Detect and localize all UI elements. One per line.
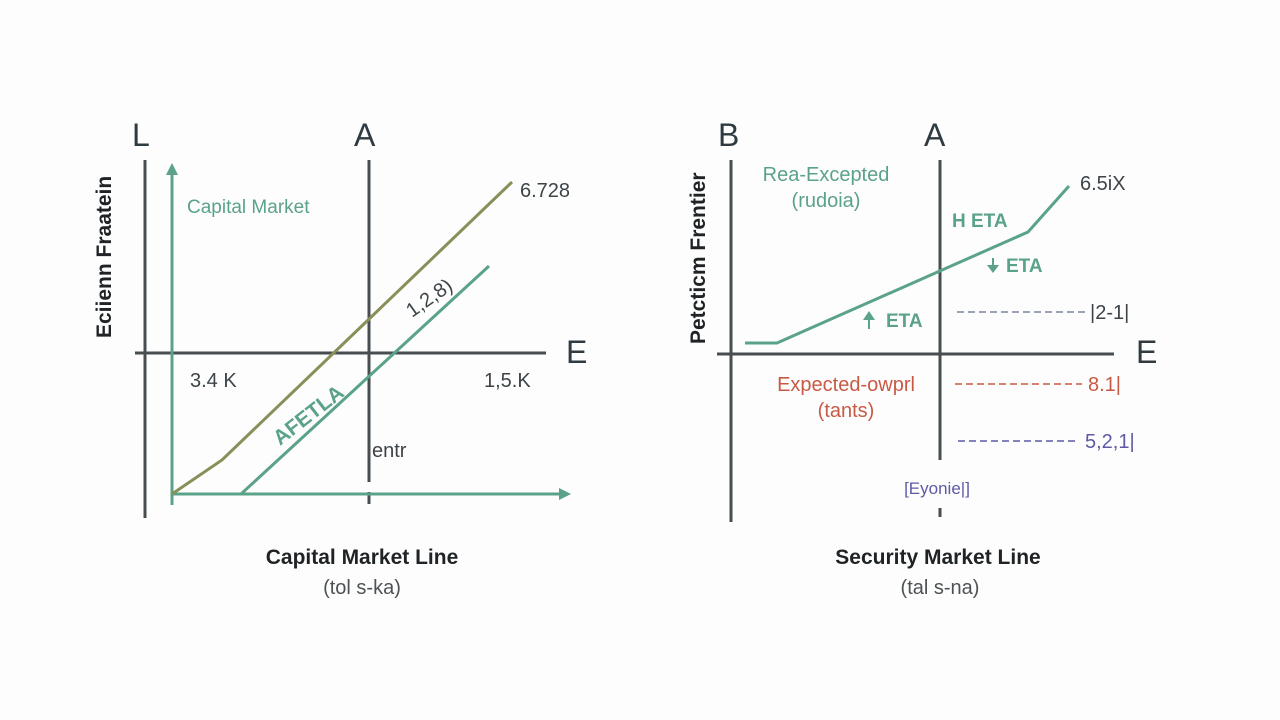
left-value-top: 6.728: [520, 180, 570, 202]
right-corner-label-e: E: [1136, 334, 1157, 370]
right-eta-down-label: ETA: [1006, 256, 1043, 277]
right-value-1: |2-1|: [1090, 302, 1129, 324]
left-olive-diagonal-line: [171, 180, 514, 496]
left-diagonal-line-label: AFETLA: [269, 381, 348, 450]
left-value-right: 1,5.K: [484, 370, 531, 392]
right-corner-label-a: A: [924, 117, 946, 153]
left-capital-market-label: Capital Market: [187, 197, 310, 218]
right-top-label-line1: Rea-Excepted: [763, 164, 890, 186]
left-y-axis-label: Eciienn Fraatein: [93, 176, 116, 338]
right-red-label-line2: (tants): [818, 400, 875, 422]
right-red-label-line1: Expected-owprl: [777, 374, 915, 396]
down-arrow-icon: [987, 258, 999, 273]
left-corner-label-a: A: [354, 117, 376, 153]
right-y-axis-label: Petcticm Frentier: [687, 172, 710, 344]
right-corner-label-b: B: [718, 117, 739, 153]
right-top-label-line2: (rudoia): [792, 190, 861, 212]
left-value-left: 3.4 K: [190, 370, 237, 392]
left-green-diagonal-line: [239, 264, 491, 496]
right-eta-high-label: H ETA: [952, 211, 1008, 232]
right-title: Security Market Line: [835, 546, 1040, 569]
left-corner-label-e: E: [566, 334, 587, 370]
right-bracket-label: [Eyonie|]: [904, 479, 970, 498]
left-center-label: entr: [372, 440, 407, 462]
up-arrow-icon: [863, 311, 875, 329]
left-corner-label-l: L: [132, 117, 150, 153]
right-panel: B A E Petcticm Frentier Rea-Excepted (ru…: [687, 117, 1157, 599]
right-value-top: 6.5iX: [1080, 173, 1126, 195]
left-panel: L A E Eciienn Fraatein Capital Market 6.…: [93, 117, 587, 599]
right-value-3: 5,2,1|: [1085, 431, 1135, 453]
right-eta-up-label: ETA: [886, 311, 923, 332]
left-value-mid: 1,2,8): [402, 275, 457, 322]
left-title: Capital Market Line: [266, 546, 459, 569]
left-subtitle: (tol s-ka): [323, 577, 401, 599]
right-subtitle: (tal s-na): [901, 577, 980, 599]
right-green-line: [745, 185, 1071, 345]
right-value-2: 8.1|: [1088, 374, 1121, 396]
